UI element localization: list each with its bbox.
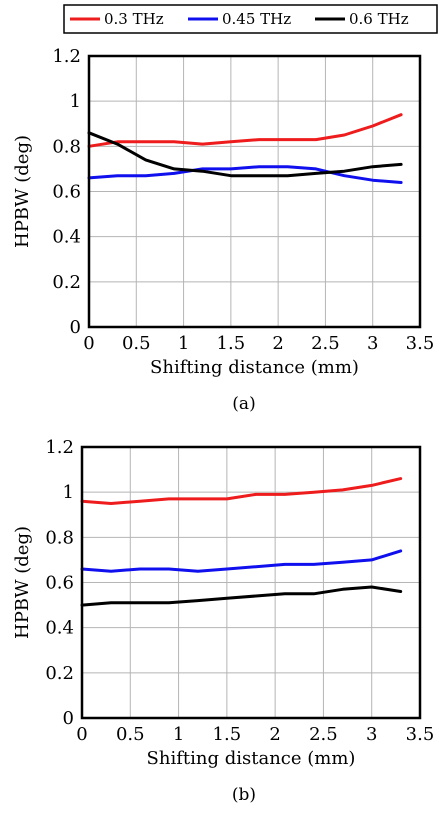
series-line-1	[87, 165, 403, 184]
y-tick-label: 0.8	[45, 527, 74, 548]
y-tick-label: 0.4	[45, 618, 74, 639]
plot-frame	[87, 54, 422, 329]
series-line-2	[80, 585, 403, 607]
legend-label-0: 0.3 THz	[104, 10, 164, 28]
x-tick-label: 0	[83, 333, 94, 354]
y-tick-labels: 0 0.2 0.4 0.6 0.8 1 1.2	[45, 437, 74, 729]
series-lines	[80, 477, 403, 607]
x-tick-label: 0.5	[122, 333, 151, 354]
x-axis-label: Shifting distance (mm)	[150, 357, 359, 378]
x-tick-label: 1	[178, 333, 189, 354]
y-tick-label: 1	[70, 91, 81, 112]
legend: 0.3 THz 0.45 THz 0.6 THz	[63, 4, 438, 34]
y-axis-label: HPBW (deg)	[12, 135, 33, 248]
y-tick-label: 0.6	[52, 182, 81, 203]
series-line-0	[80, 477, 403, 505]
y-tick-label: 0.2	[45, 663, 74, 684]
y-axis-label: HPBW (deg)	[12, 526, 33, 639]
legend-label-1: 0.45 THz	[222, 10, 291, 28]
x-tick-label: 0.5	[116, 724, 145, 745]
panel-caption: (a)	[232, 394, 255, 414]
plot-frame	[80, 445, 422, 720]
x-tick-label: 1.5	[213, 724, 242, 745]
x-tick-label: 3.5	[406, 724, 435, 745]
x-tick-labels: 0 0.5 1 1.5 2 2.5 3 3.5	[83, 333, 434, 354]
x-tick-labels: 0 0.5 1 1.5 2 2.5 3 3.5	[76, 724, 434, 745]
y-tick-labels: 0 0.2 0.4 0.6 0.8 1 1.2	[52, 46, 81, 338]
panel-caption: (b)	[232, 785, 256, 805]
y-tick-label: 0.4	[52, 227, 81, 248]
y-tick-label: 1.2	[45, 437, 74, 458]
y-tick-label: 1	[63, 482, 74, 503]
x-axis-label: Shifting distance (mm)	[147, 748, 356, 769]
x-tick-label: 2.5	[309, 724, 338, 745]
x-tick-label: 2	[269, 724, 280, 745]
y-tick-label: 0.6	[45, 573, 74, 594]
x-tick-label: 0	[76, 724, 87, 745]
series-line-1	[80, 549, 403, 573]
x-tick-label: 2	[272, 333, 283, 354]
y-tick-label: 0	[70, 317, 81, 338]
grid-lines	[88, 55, 421, 328]
grid-lines	[81, 446, 421, 719]
y-tick-label: 0.8	[52, 136, 81, 157]
chart-panel-a: 0 0.5 1 1.5 2 2.5 3 3.5 0 0.2 0.4 0.6 0.8 1 1.2 Shift…	[12, 46, 434, 414]
series-lines	[87, 113, 403, 184]
x-tick-label: 1	[173, 724, 184, 745]
x-tick-label: 2.5	[311, 333, 340, 354]
y-tick-label: 1.2	[52, 46, 81, 67]
x-tick-label: 3	[367, 333, 378, 354]
chart-panel-b: 0 0.5 1 1.5 2 2.5 3 3.5 0 0.2 0.4 0.6 0.8 1 1.2 Shift…	[12, 437, 434, 805]
y-tick-label: 0	[63, 708, 74, 729]
x-tick-label: 3	[366, 724, 377, 745]
y-tick-label: 0.2	[52, 272, 81, 293]
legend-label-2: 0.6 THz	[349, 10, 409, 28]
series-line-2	[87, 131, 403, 178]
legend-box	[63, 4, 438, 34]
series-line-0	[87, 113, 403, 148]
x-tick-label: 1.5	[217, 333, 246, 354]
x-tick-label: 3.5	[406, 333, 435, 354]
